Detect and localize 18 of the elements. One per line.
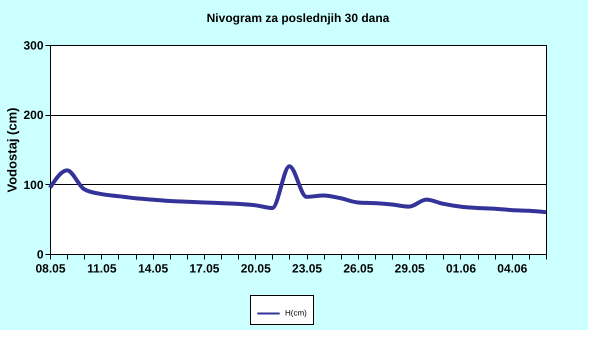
x-tick-label: 08.05 (35, 262, 66, 276)
x-tick-label: 29.05 (394, 262, 426, 276)
x-tick-label: 26.05 (343, 262, 374, 276)
y-tick-label: 300 (23, 38, 44, 52)
x-tick-label: 14.05 (138, 262, 168, 276)
legend-label: H(cm) (285, 308, 308, 318)
chart-title: Nivogram za poslednjih 30 dana (206, 11, 390, 25)
y-tick-label: 100 (23, 178, 44, 192)
y-tick-label: 200 (23, 108, 44, 122)
x-tick-label: 23.05 (292, 262, 322, 276)
x-tick-label: 11.05 (87, 262, 117, 276)
y-tick-label: 0 (36, 248, 44, 262)
line-series (48, 164, 548, 214)
x-tick-label: 04.06 (497, 262, 528, 276)
y-axis-title: Vodostaj (cm) (4, 108, 20, 192)
x-tick-label: 17.05 (189, 262, 220, 276)
x-tick-label: 01.06 (446, 262, 476, 276)
x-tick-label: 20.05 (240, 262, 272, 276)
